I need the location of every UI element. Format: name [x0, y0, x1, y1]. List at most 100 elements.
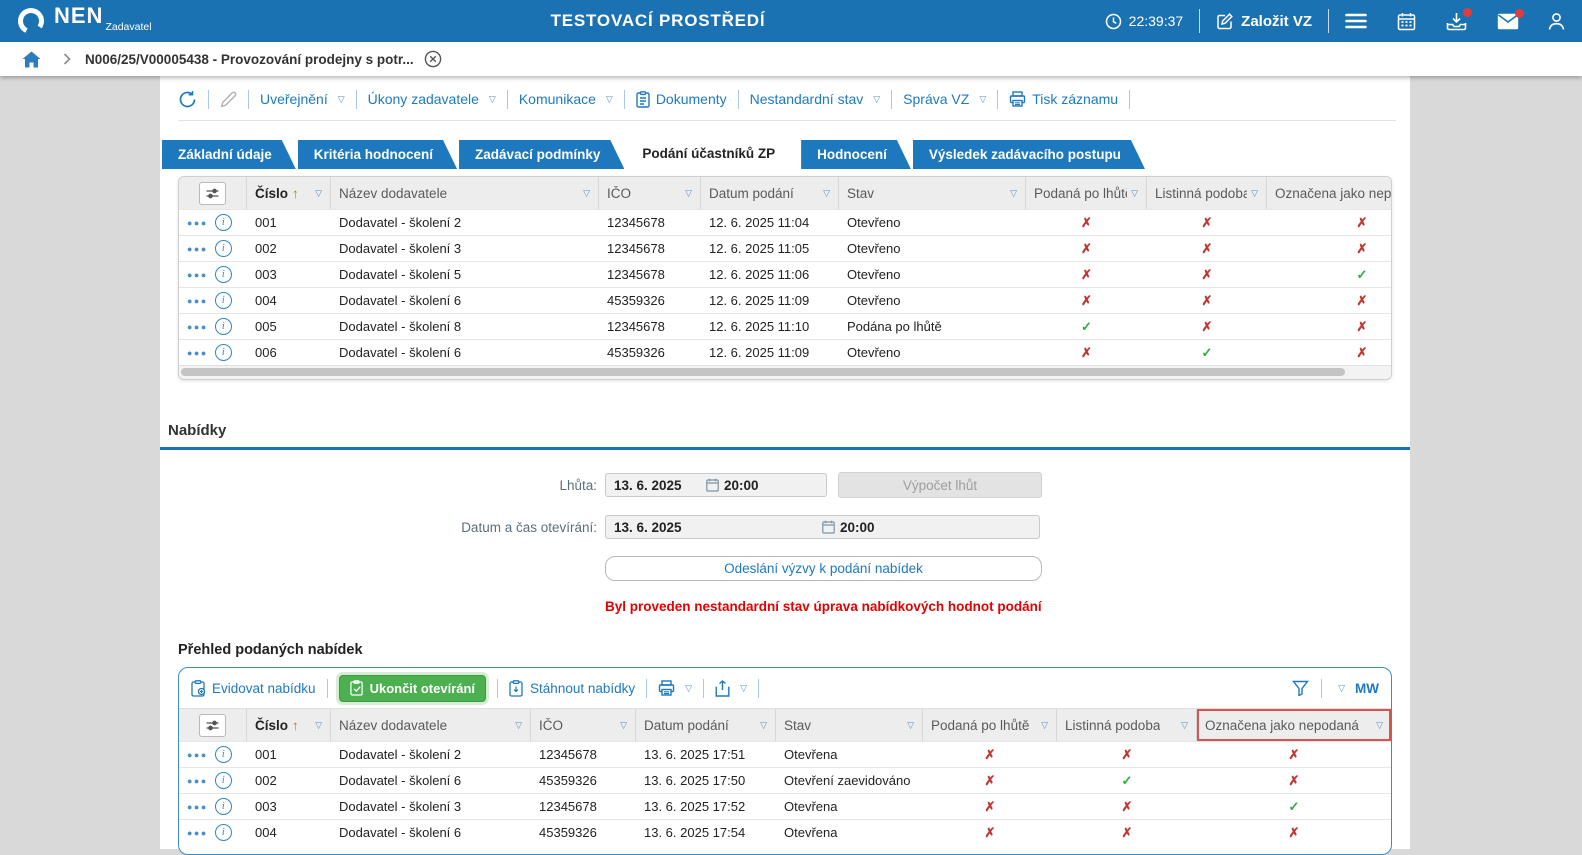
filter-icon[interactable]: ▽ — [1376, 720, 1383, 731]
menu-nonstandard-state[interactable]: Nestandardní stav▽ — [750, 91, 881, 107]
menu-contracting-actions[interactable]: Úkony zadavatele▽ — [368, 91, 496, 107]
info-icon[interactable]: i — [215, 798, 232, 815]
tab-hodnoceni[interactable]: Hodnocení — [801, 140, 911, 169]
info-icon[interactable]: i — [215, 772, 232, 789]
print-list-button[interactable]: ▽ — [658, 680, 692, 696]
column-settings-icon[interactable] — [199, 182, 226, 205]
horizontal-scrollbar[interactable] — [179, 365, 1391, 379]
tab-zakladni-udaje[interactable]: Základní údaje — [162, 140, 296, 169]
column-header-cislo[interactable]: Číslo↑▽ — [247, 709, 331, 741]
column-header-stav[interactable]: Stav▽ — [776, 709, 923, 741]
column-header-nazev-dodavatele[interactable]: Název dodavatele▽ — [331, 177, 599, 209]
calendar-button[interactable] — [1397, 12, 1416, 31]
tab-zadavaci-podminky[interactable]: Zadávací podmínky — [459, 140, 624, 169]
column-header-listinna-podoba[interactable]: Listinná podoba▽ — [1057, 709, 1197, 741]
table-row[interactable]: ●●● i 004 Dodavatel - školení 6 45359326… — [179, 287, 1391, 313]
table-row[interactable]: ●●● i 005 Dodavatel - školení 8 12345678… — [179, 313, 1391, 339]
row-menu-icon[interactable]: ●●● — [187, 802, 208, 812]
finish-opening-button[interactable]: Ukončit otevírání — [339, 675, 486, 702]
table-row[interactable]: ●●● i 001 Dodavatel - školení 2 12345678… — [179, 209, 1391, 235]
table-row[interactable]: ●●● i 004 Dodavatel - školení 6 45359326… — [179, 819, 1391, 845]
breadcrumb-item[interactable]: N006/25/V00005438 - Provozování prodejny… — [85, 52, 414, 67]
filter-icon[interactable]: ▽ — [583, 188, 590, 199]
filter-funnel-icon[interactable] — [1292, 680, 1309, 696]
calendar-small-icon[interactable] — [706, 478, 719, 492]
row-menu-icon[interactable]: ●●● — [187, 244, 208, 254]
column-header-podana-po-lhute[interactable]: Podaná po lhůtě▽ — [923, 709, 1057, 741]
row-menu-icon[interactable]: ●●● — [187, 750, 208, 760]
column-header-ico[interactable]: IČO▽ — [531, 709, 636, 741]
column-settings-icon[interactable] — [199, 714, 226, 737]
info-icon[interactable]: i — [215, 214, 232, 231]
nen-logo[interactable]: NENZadavatel — [16, 6, 152, 37]
info-icon[interactable]: i — [215, 344, 232, 361]
row-menu-icon[interactable]: ●●● — [187, 776, 208, 786]
column-header-datum-podani[interactable]: Datum podání▽ — [636, 709, 776, 741]
filter-icon[interactable]: ▽ — [1010, 188, 1017, 199]
deadline-time-value[interactable]: 20:00 — [724, 478, 759, 493]
column-header-listinna-podoba[interactable]: Listinná podoba▽ — [1147, 177, 1267, 209]
calendar-small-icon[interactable] — [822, 520, 835, 534]
info-icon[interactable]: i — [215, 824, 232, 841]
table-row[interactable]: ●●● i 002 Dodavatel - školení 3 12345678… — [179, 235, 1391, 261]
export-button[interactable]: ▽ — [715, 680, 747, 697]
menu-publish[interactable]: Uveřejnění▽ — [260, 91, 345, 107]
column-header-podana-po-lhute[interactable]: Podaná po lhůtě▽ — [1026, 177, 1147, 209]
column-header-ico[interactable]: IČO▽ — [599, 177, 701, 209]
filter-icon[interactable]: ▽ — [1181, 720, 1188, 731]
row-menu-icon[interactable]: ●●● — [187, 828, 208, 838]
filter-icon[interactable]: ▽ — [515, 720, 522, 731]
calc-deadlines-button[interactable]: Výpočet lhůt — [838, 472, 1042, 498]
user-profile-button[interactable] — [1547, 12, 1566, 31]
table-row[interactable]: ●●● i 001 Dodavatel - školení 2 12345678… — [179, 741, 1391, 767]
table-row[interactable]: ●●● i 003 Dodavatel - školení 5 12345678… — [179, 261, 1391, 287]
print-record-button[interactable]: Tisk záznamu — [1009, 91, 1118, 107]
table-row[interactable]: ●●● i 006 Dodavatel - školení 6 45359326… — [179, 339, 1391, 365]
column-header-nazev-dodavatele[interactable]: Název dodavatele▽ — [331, 709, 531, 741]
tab-vysledek-zadavaciho-postupu[interactable]: Výsledek zadávacího postupu — [913, 140, 1145, 169]
scrollbar-thumb[interactable] — [181, 368, 1345, 376]
filter-icon[interactable]: ▽ — [823, 188, 830, 199]
deadline-field[interactable]: 13. 6. 2025 20:00 — [605, 473, 827, 497]
menu-button[interactable] — [1345, 13, 1367, 29]
opening-date-value[interactable]: 13. 6. 2025 — [614, 520, 822, 535]
filter-icon[interactable]: ▽ — [1251, 188, 1258, 199]
menu-communication[interactable]: Komunikace▽ — [519, 91, 613, 107]
messages-button[interactable] — [1497, 13, 1519, 30]
menu-vz-admin[interactable]: Správa VZ▽ — [903, 91, 986, 107]
download-offers-button[interactable]: Stáhnout nabídky — [509, 680, 635, 697]
row-menu-icon[interactable]: ●●● — [187, 296, 208, 306]
row-menu-icon[interactable]: ●●● — [187, 270, 208, 280]
table-row[interactable]: ●●● i 002 Dodavatel - školení 6 45359326… — [179, 767, 1391, 793]
info-icon[interactable]: i — [215, 240, 232, 257]
row-menu-icon[interactable]: ●●● — [187, 322, 208, 332]
filter-icon[interactable]: ▽ — [315, 720, 322, 731]
filter-icon[interactable]: ▽ — [620, 720, 627, 731]
row-menu-icon[interactable]: ●●● — [187, 348, 208, 358]
opening-time-value[interactable]: 20:00 — [840, 520, 875, 535]
home-icon[interactable] — [22, 51, 41, 68]
info-icon[interactable]: i — [215, 266, 232, 283]
create-vz-button[interactable]: Založit VZ — [1216, 12, 1312, 30]
filter-icon[interactable]: ▽ — [760, 720, 767, 731]
info-icon[interactable]: i — [215, 746, 232, 763]
tab-kriteria-hodnoceni[interactable]: Kritéria hodnocení — [298, 140, 457, 169]
filter-icon[interactable]: ▽ — [907, 720, 914, 731]
close-tab-icon[interactable] — [424, 50, 442, 68]
history-refresh-button[interactable] — [178, 90, 197, 109]
row-menu-icon[interactable]: ●●● — [187, 218, 208, 228]
menu-documents[interactable]: Dokumenty — [636, 91, 727, 108]
filter-icon[interactable]: ▽ — [315, 188, 322, 199]
tab-podani-ucastniku-zp[interactable]: Podání účastníků ZP — [626, 138, 799, 169]
inbox-button[interactable] — [1446, 12, 1467, 31]
edit-record-button[interactable] — [220, 91, 237, 108]
column-header-oznacena-jako-nepodana[interactable]: Označena jako nepodaná▽ — [1267, 177, 1391, 209]
column-header-datum-podani[interactable]: Datum podání▽ — [701, 177, 839, 209]
column-header-oznacena-jako-nepodana-highlighted[interactable]: Označena jako nepodaná▽ — [1197, 709, 1391, 741]
opening-field[interactable]: 13. 6. 2025 20:00 — [605, 515, 1040, 539]
column-header-cislo[interactable]: Číslo↑▽ — [247, 177, 331, 209]
filter-icon[interactable]: ▽ — [685, 188, 692, 199]
column-header-stav[interactable]: Stav▽ — [839, 177, 1026, 209]
filter-icon[interactable]: ▽ — [1131, 188, 1138, 199]
info-icon[interactable]: i — [215, 292, 232, 309]
